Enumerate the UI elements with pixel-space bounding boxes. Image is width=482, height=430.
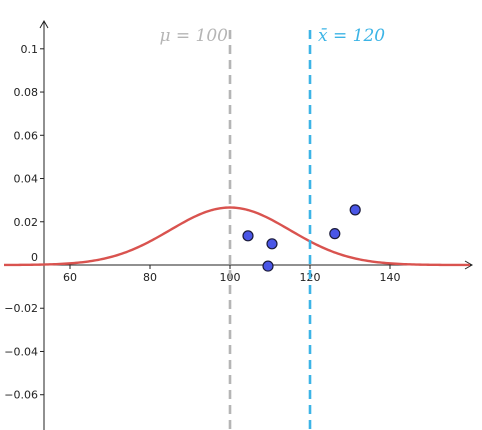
y-tick-label: 0.1 — [21, 43, 39, 56]
x-tick-label: 80 — [143, 271, 157, 284]
y-tick-label: −0.02 — [4, 302, 38, 315]
data-point — [242, 230, 254, 242]
mu-label: μ = 100 — [159, 26, 228, 46]
curve-layer — [4, 206, 470, 267]
data-points — [242, 204, 361, 272]
reference-lines: μ = 100 x̄ = 120 — [159, 26, 385, 430]
y-tick-label: −0.06 — [4, 389, 38, 402]
x-axis-arrow — [464, 260, 474, 270]
x-tick-label: 60 — [63, 271, 77, 284]
y-tick-label: 0.06 — [14, 129, 39, 142]
y-axis-arrow — [39, 19, 49, 29]
tick-labels: 60801001201400.10.080.060.040.020−0.02−0… — [4, 43, 400, 402]
data-point — [349, 204, 361, 216]
y-tick-label: 0.08 — [14, 86, 39, 99]
y-tick-label: 0.04 — [14, 173, 39, 186]
y-tick-label: −0.04 — [4, 345, 38, 358]
data-point — [329, 228, 341, 240]
data-point — [262, 260, 274, 272]
data-point — [266, 238, 278, 250]
y-tick-label: 0 — [31, 251, 38, 264]
normal-curve — [4, 206, 470, 267]
axes — [4, 19, 474, 430]
sample-mean-label: x̄ = 120 — [318, 26, 385, 46]
x-tick-label: 140 — [380, 271, 401, 284]
y-tick-label: 0.02 — [14, 216, 39, 229]
